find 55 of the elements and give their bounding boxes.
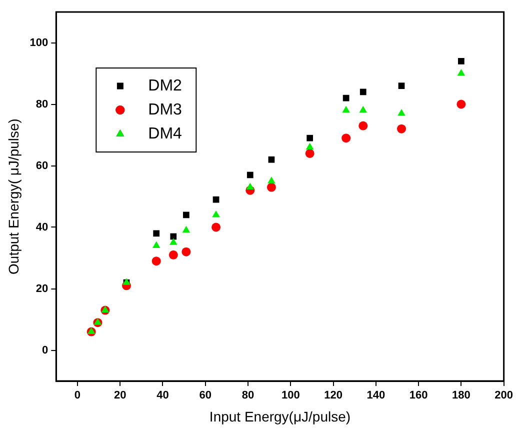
point [212, 196, 220, 203]
x-tick-label: 180 [452, 390, 470, 402]
point [152, 241, 160, 248]
point [306, 134, 314, 142]
y-tick-label: 40 [36, 221, 48, 234]
y-tick-label: 20 [36, 282, 48, 295]
point [456, 100, 466, 109]
legend-label: DM3 [148, 101, 182, 118]
point [268, 176, 276, 184]
point [182, 247, 191, 256]
point [342, 94, 350, 102]
point [170, 233, 177, 240]
point [94, 318, 102, 325]
point [170, 238, 178, 245]
point [246, 182, 254, 190]
point [358, 121, 368, 130]
legend-label: DM2 [148, 77, 182, 94]
point [457, 69, 466, 76]
y-tick-label: 0 [42, 344, 48, 356]
x-tick-label: 200 [494, 390, 514, 402]
point [168, 250, 178, 260]
x-axis-title: Input Energy(μJ/pulse) [209, 408, 351, 424]
x-tick-label: 120 [324, 390, 342, 402]
point [182, 226, 190, 233]
point [398, 108, 406, 116]
point [397, 124, 406, 134]
point [342, 106, 350, 113]
y-tick-label: 100 [30, 36, 48, 49]
point [305, 148, 314, 158]
x-tick-label: 40 [156, 390, 169, 402]
y-axis-title: Output Energy( μJ/pulse) [5, 118, 22, 274]
y-tick-label: 80 [36, 98, 48, 110]
x-tick-label: 0 [74, 390, 81, 402]
point [306, 142, 314, 150]
point [458, 58, 464, 64]
x-tick-label: 20 [114, 390, 126, 402]
point [152, 256, 161, 266]
legend-label: DM4 [148, 125, 182, 142]
point [359, 106, 368, 113]
point [266, 182, 276, 192]
point [212, 222, 221, 232]
x-tick-label: 160 [409, 390, 428, 402]
point [183, 212, 190, 218]
y-tick-label: 60 [36, 160, 48, 172]
point [246, 172, 254, 178]
x-tick-label: 60 [199, 390, 212, 402]
point [342, 134, 351, 143]
point [268, 156, 275, 163]
point [398, 82, 405, 89]
x-tick-label: 100 [281, 390, 300, 402]
point [360, 88, 366, 96]
point [212, 210, 220, 218]
x-tick-label: 140 [366, 390, 386, 402]
x-tick-label: 80 [242, 390, 254, 402]
point [153, 230, 160, 237]
